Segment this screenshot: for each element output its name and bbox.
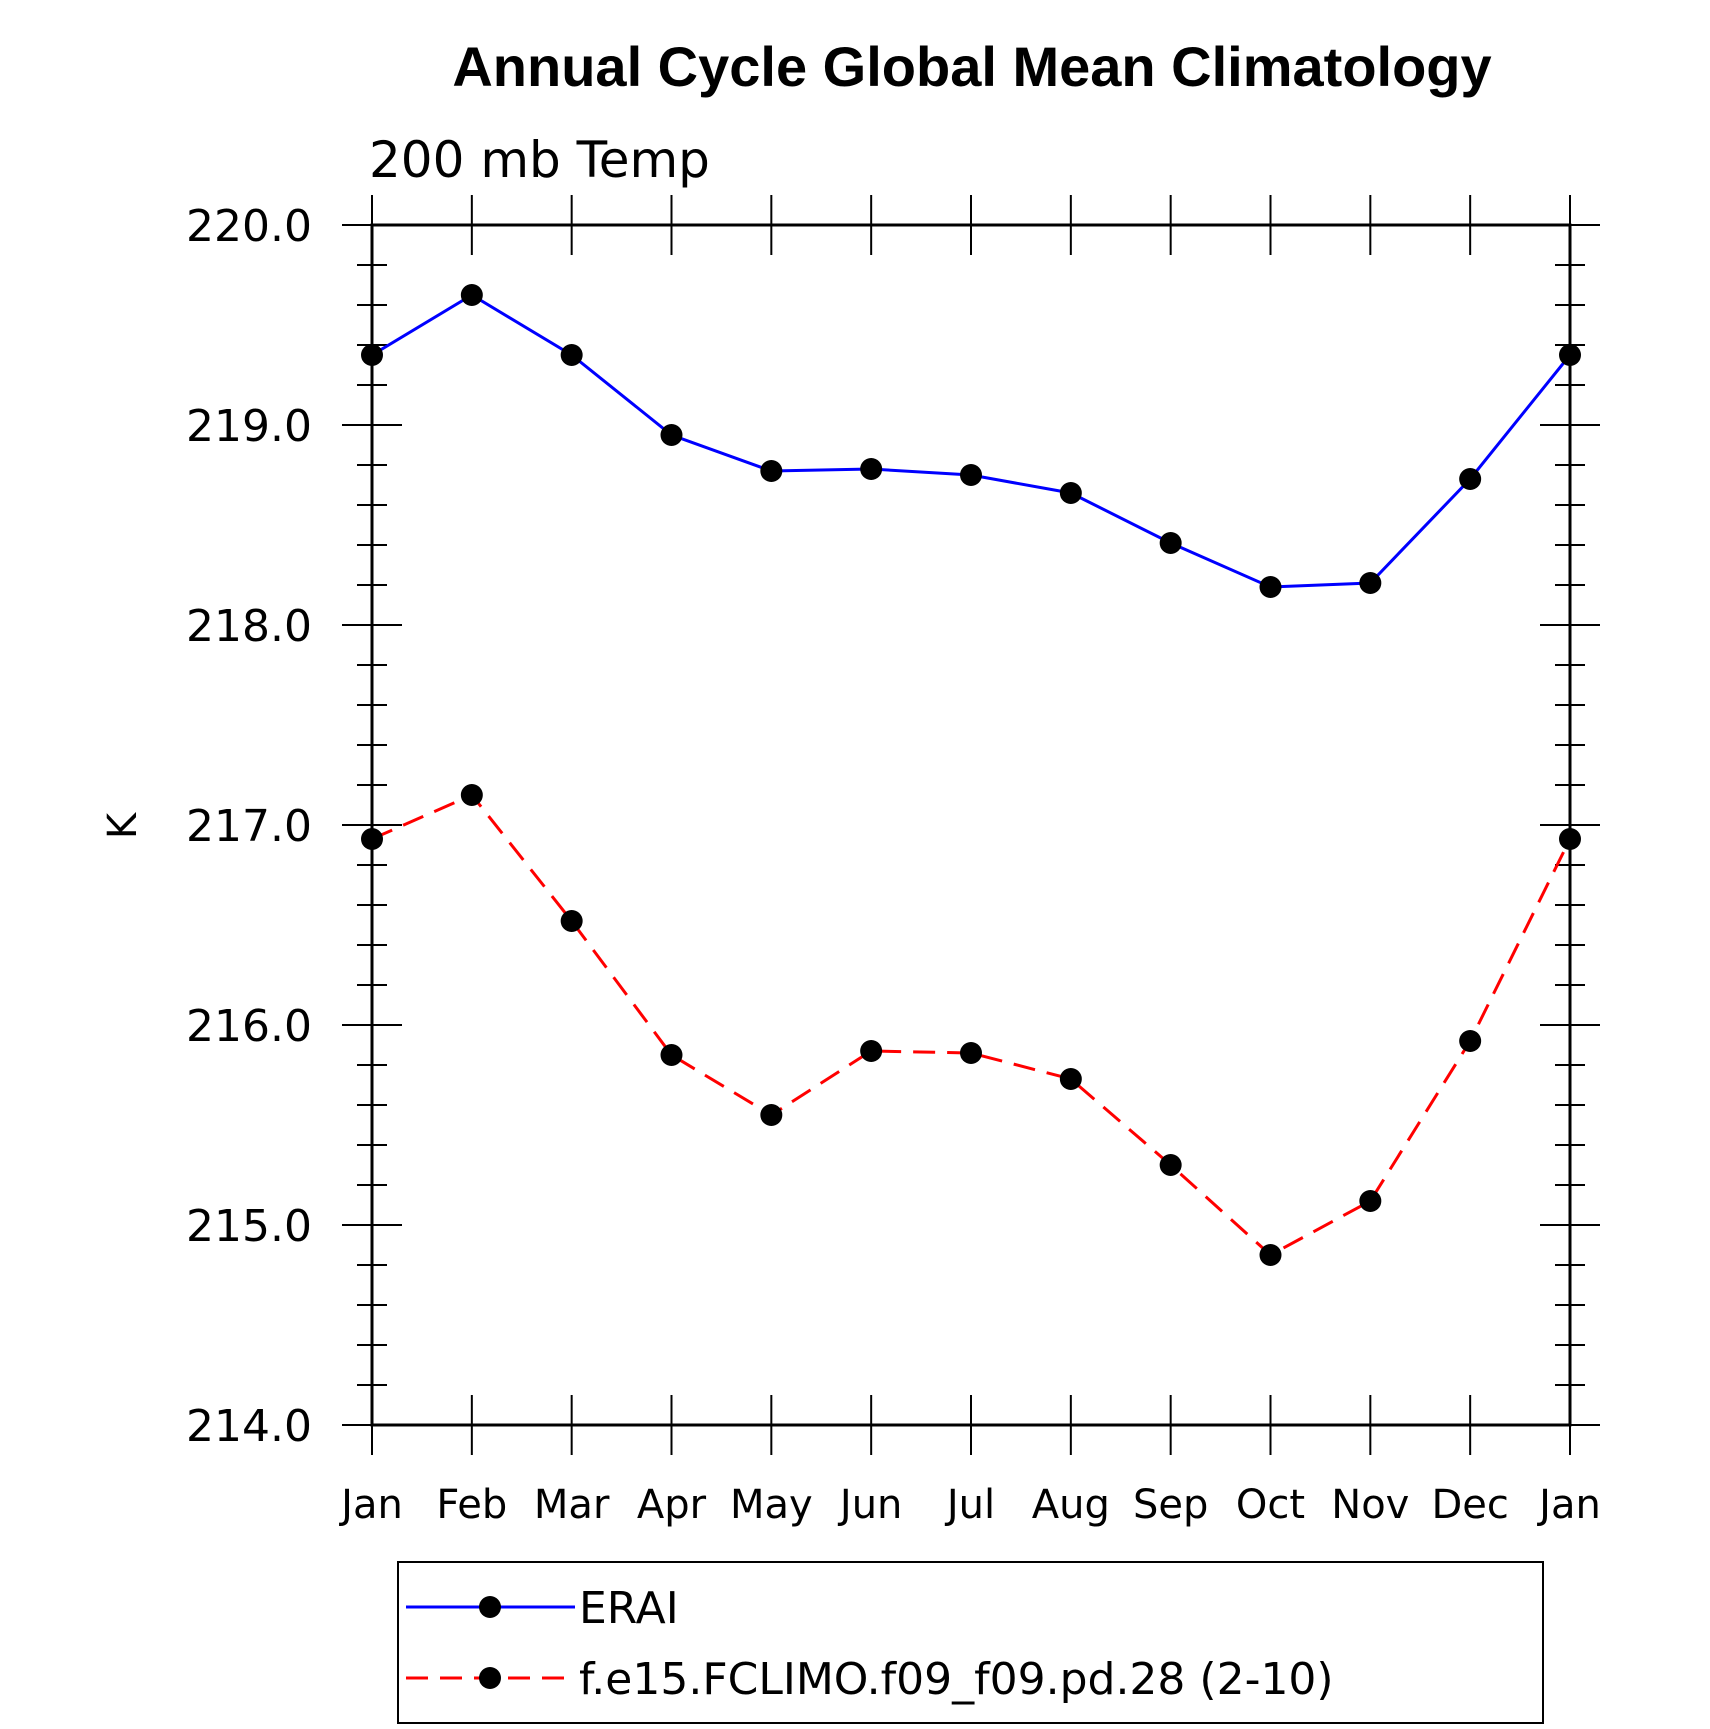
data-point xyxy=(1359,572,1382,594)
x-tick-label: Jun xyxy=(837,1482,903,1528)
data-point xyxy=(560,344,583,366)
data-point xyxy=(1259,576,1282,598)
x-tick-label: May xyxy=(730,1482,813,1528)
x-tick-label: Jan xyxy=(1536,1482,1601,1528)
x-tick-label: Jul xyxy=(944,1482,995,1528)
plot-frame xyxy=(370,223,1572,1427)
legend-swatch-marker xyxy=(479,1667,501,1689)
data-point xyxy=(660,1044,683,1066)
data-point xyxy=(1359,1190,1382,1212)
chart-title: Annual Cycle Global Mean Climatology xyxy=(452,35,1491,98)
y-tick-label: 219.0 xyxy=(186,401,312,452)
data-point xyxy=(361,828,383,850)
data-point xyxy=(1159,532,1182,554)
data-point xyxy=(361,344,383,366)
x-tick-label: Apr xyxy=(637,1482,707,1528)
legend-swatch-marker xyxy=(479,1596,501,1618)
data-point xyxy=(960,464,982,486)
data-point xyxy=(460,784,483,806)
data-point xyxy=(1559,828,1581,850)
series-group xyxy=(361,284,1581,1266)
y-tick-label: 214.0 xyxy=(186,1401,312,1452)
data-point xyxy=(460,284,483,306)
data-point xyxy=(860,458,883,480)
data-point xyxy=(1459,1030,1482,1052)
y-tick-label: 218.0 xyxy=(186,601,312,652)
x-tick-label: Dec xyxy=(1431,1482,1508,1528)
data-point xyxy=(1459,468,1482,490)
x-tick-label: Nov xyxy=(1331,1482,1409,1528)
axes: 214.0 215.0 216.0 217.0 218.0 219.0 220.0 Jan Fe… xyxy=(186,195,1601,1528)
data-point xyxy=(860,1040,883,1062)
series-line xyxy=(371,293,1572,589)
data-point xyxy=(1059,482,1082,504)
y-tick-label: 216.0 xyxy=(186,1001,312,1052)
legend-box xyxy=(397,1561,1544,1724)
y-tick-label: 217.0 xyxy=(186,801,312,852)
x-tick-label: Sep xyxy=(1133,1482,1208,1528)
y-tick-label: 220.0 xyxy=(186,201,312,252)
data-point xyxy=(560,910,583,932)
data-point xyxy=(660,424,683,446)
x-tick-label: Jan xyxy=(338,1482,403,1528)
series-2 xyxy=(361,784,1581,1266)
series-1 xyxy=(361,284,1581,598)
x-tick-label: Mar xyxy=(534,1482,610,1528)
data-point xyxy=(960,1042,982,1064)
x-tick-label: Oct xyxy=(1236,1482,1305,1528)
data-point xyxy=(760,1104,783,1126)
data-point xyxy=(760,460,783,482)
data-point xyxy=(1259,1244,1282,1266)
data-point xyxy=(1059,1068,1082,1090)
data-point xyxy=(1159,1154,1182,1176)
y-tick-label: 215.0 xyxy=(186,1201,312,1252)
series-line xyxy=(371,793,1572,1257)
x-tick-label: Feb xyxy=(436,1482,507,1528)
x-tick-label: Aug xyxy=(1032,1482,1110,1528)
legend-label: f.e15.FCLIMO.f09_f09.pd.28 (2-10) xyxy=(579,1654,1334,1705)
data-point xyxy=(1559,344,1581,366)
chart-subtitle: 200 mb Temp xyxy=(369,131,710,189)
legend: ERAI f.e15.FCLIMO.f09_f09.pd.28 (2-10) xyxy=(397,1561,1544,1724)
y-axis-label: K xyxy=(100,811,146,839)
legend-label: ERAI xyxy=(579,1583,679,1634)
